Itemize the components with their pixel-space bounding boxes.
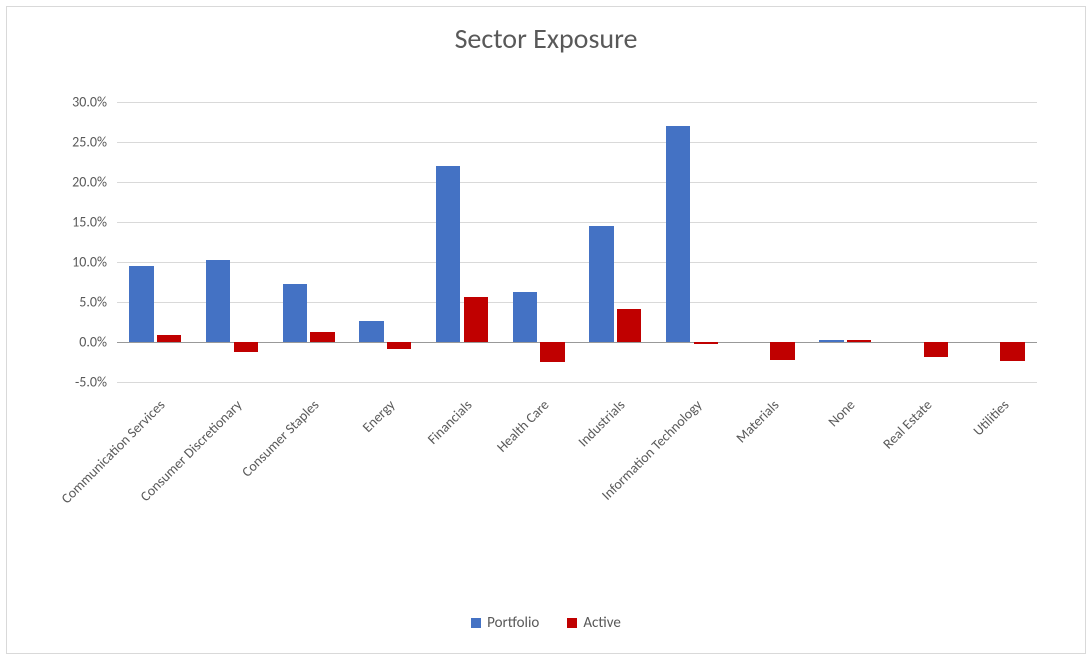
bar-portfolio [359, 321, 384, 342]
gridline [117, 142, 1037, 143]
gridline [117, 302, 1037, 303]
legend-label: Portfolio [487, 614, 539, 632]
x-tick-label: None [825, 396, 859, 430]
bar-active [157, 335, 182, 342]
x-tick-label: Financials [424, 396, 475, 447]
y-tick-label: 25.0% [17, 134, 117, 151]
y-tick-label: 20.0% [17, 174, 117, 191]
y-tick-label: -5.0% [17, 374, 117, 391]
plot-background [117, 102, 1037, 382]
bar-active [464, 297, 489, 342]
x-tick-label: Industrials [575, 396, 629, 450]
bar-portfolio [589, 226, 614, 342]
x-tick-label: Health Care [493, 396, 552, 455]
x-axis-labels: Communication ServicesConsumer Discretio… [117, 387, 1037, 597]
y-tick-label: 5.0% [17, 294, 117, 311]
legend-item: Portfolio [471, 614, 539, 632]
legend-swatch [471, 618, 481, 628]
gridline [117, 182, 1037, 183]
gridline [117, 382, 1037, 383]
bar-active [694, 342, 719, 344]
legend-swatch [567, 618, 577, 628]
gridline [117, 222, 1037, 223]
bar-active [770, 342, 795, 360]
gridline [117, 262, 1037, 263]
chart-container: Sector Exposure -5.0%0.0%5.0%10.0%15.0%2… [0, 0, 1092, 660]
bar-portfolio [819, 340, 844, 342]
y-tick-label: 15.0% [17, 214, 117, 231]
x-tick-label: Consumer Staples [238, 396, 322, 480]
plot-area: -5.0%0.0%5.0%10.0%15.0%20.0%25.0%30.0% [117, 102, 1037, 382]
gridline [117, 102, 1037, 103]
bar-portfolio [206, 260, 231, 342]
legend-item: Active [567, 614, 620, 632]
legend: Portfolio Active [7, 614, 1085, 633]
bar-active [234, 342, 259, 352]
chart-frame: Sector Exposure -5.0%0.0%5.0%10.0%15.0%2… [6, 6, 1086, 654]
y-tick-label: 30.0% [17, 94, 117, 111]
bar-active [924, 342, 949, 357]
bar-active [540, 342, 565, 362]
x-tick-label: Utilities [969, 396, 1012, 439]
bar-active [617, 309, 642, 342]
chart-title: Sector Exposure [7, 21, 1085, 56]
bar-active [387, 342, 412, 349]
legend-label: Active [583, 614, 620, 632]
bar-portfolio [436, 166, 461, 342]
bar-portfolio [283, 284, 308, 342]
x-tick-label: Materials [732, 396, 782, 446]
y-tick-label: 10.0% [17, 254, 117, 271]
x-tick-label: Real Estate [879, 396, 935, 452]
y-tick-label: 0.0% [17, 334, 117, 351]
bar-active [847, 340, 872, 342]
bar-portfolio [129, 266, 154, 342]
bar-active [310, 332, 335, 342]
x-tick-label: Energy [359, 396, 398, 435]
bar-portfolio [513, 292, 538, 342]
bar-active [1000, 342, 1025, 361]
bar-portfolio [666, 126, 691, 342]
